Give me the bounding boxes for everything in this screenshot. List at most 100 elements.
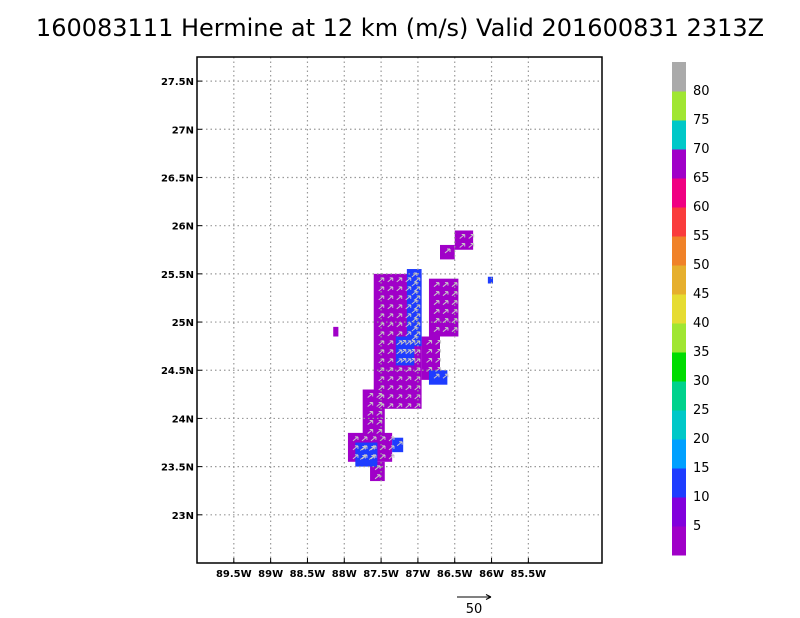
wind-vector: [411, 281, 418, 287]
wind-vector: [459, 233, 466, 239]
colorbar-segment: [672, 410, 686, 440]
colorbar-label: 70: [693, 142, 710, 157]
wind-vector: [405, 322, 412, 328]
wind-vector: [370, 454, 377, 460]
wind-vector: [442, 327, 449, 333]
colorbar-label: 30: [693, 374, 710, 389]
y-tick-label: 23N: [172, 511, 194, 522]
wind-vector: [442, 282, 449, 288]
wind-vector: [405, 403, 412, 409]
x-tick-label: 87.5W: [363, 569, 399, 580]
colorbar-segment: [672, 91, 686, 121]
colorbar-segment: [672, 497, 686, 527]
wind-vector: [352, 454, 359, 460]
reference-vector: 50: [457, 594, 492, 617]
wind-vector: [400, 349, 407, 354]
wind-vector: [367, 411, 374, 416]
wind-vector: [435, 340, 442, 345]
wind-vector: [405, 367, 412, 373]
colorbar-segment: [672, 439, 686, 469]
wind-vector: [409, 349, 416, 354]
wind-vector: [396, 304, 403, 310]
y-tick-label: 27.5N: [161, 77, 194, 88]
wind-vector: [442, 300, 449, 306]
wind-vector-field: [352, 233, 475, 480]
wind-vector: [405, 295, 412, 301]
wind-cell-5-ms-3: [454, 230, 474, 250]
wind-vector: [396, 277, 403, 283]
y-tick-label: 23.5N: [161, 463, 194, 474]
wind-vector: [405, 313, 412, 319]
wind-vector: [367, 429, 374, 434]
wind-vector: [426, 349, 433, 354]
wind-vector: [442, 291, 449, 297]
wind-vector: [370, 436, 377, 442]
wind-vector: [444, 248, 451, 254]
wind-vector: [442, 318, 449, 324]
wind-field: [333, 230, 494, 482]
wind-vector: [360, 455, 366, 460]
wind-vector: [387, 358, 394, 364]
colorbar-segment: [672, 149, 686, 179]
colorbar-label: 55: [693, 229, 710, 244]
colorbar-label: 80: [693, 84, 710, 99]
wind-cell-5-ms-1: [428, 278, 459, 337]
colorbar: 5 10 15 20 25 30 35 40 45 50 55 60 65 70 75 80: [672, 62, 710, 556]
wind-cell-10-ms-14: [487, 276, 494, 284]
colorbar-segment: [672, 381, 686, 411]
wind-vector: [405, 331, 412, 337]
wind-vector: [396, 331, 403, 337]
wind-vector: [435, 358, 442, 363]
wind-vector: [387, 340, 394, 346]
wind-vector: [396, 385, 403, 391]
colorbar-label: 50: [693, 258, 710, 273]
wind-vector: [433, 291, 440, 297]
wind-vector: [374, 474, 381, 480]
wind-vector: [411, 290, 418, 296]
colorbar-segment: [672, 207, 686, 237]
wind-vector: [396, 403, 403, 409]
wind-vector: [367, 402, 374, 407]
wind-vector: [405, 304, 412, 310]
y-tick-label: 25N: [172, 318, 194, 329]
wind-vector: [387, 331, 394, 337]
wind-vector: [387, 322, 394, 328]
chart-title: 160083111 Hermine at 12 km (m/s) Valid 2…: [35, 14, 765, 42]
wind-vector: [369, 455, 375, 460]
wind-vector: [396, 376, 403, 382]
wind-vector: [387, 295, 394, 301]
wind-vector: [411, 299, 418, 305]
wind-vector: [405, 394, 412, 400]
wind-vector: [370, 445, 377, 451]
wind-cell-10-ms-10: [395, 336, 415, 366]
wind-vector: [400, 358, 407, 363]
axes: 89.5W 89W 88.5W 88W 87.5W 87W 86.5W 86W 85.5W 23N…: [161, 77, 546, 580]
y-tick-label: 24N: [172, 414, 194, 425]
x-tick-label: 85.5W: [511, 569, 547, 580]
x-tick-label: 88W: [332, 569, 357, 580]
y-tick-label: 24.5N: [161, 366, 194, 377]
wind-vector: [435, 349, 442, 354]
wind-vector: [405, 277, 412, 283]
wind-vector: [396, 313, 403, 319]
colorbar-segment: [672, 323, 686, 353]
wind-vector: [387, 277, 394, 283]
wind-cell-5-ms-5: [362, 389, 385, 438]
x-tick-label: 89.5W: [216, 569, 252, 580]
colorbar-segment: [672, 352, 686, 382]
wind-vector: [426, 340, 433, 345]
wind-vector: [426, 358, 433, 363]
colorbar-label: 35: [693, 345, 710, 360]
colorbar-segment: [672, 468, 686, 498]
wind-vector: [361, 454, 368, 460]
colorbar-label: 15: [693, 461, 710, 476]
wind-vector: [388, 445, 395, 451]
wind-vector: [367, 393, 374, 398]
wind-vector: [387, 313, 394, 319]
wind-vector: [387, 349, 394, 355]
y-tick-label: 27N: [172, 125, 194, 136]
plot-frame: [196, 56, 603, 564]
colorbar-label: 45: [693, 287, 710, 302]
wind-vector: [388, 436, 395, 442]
